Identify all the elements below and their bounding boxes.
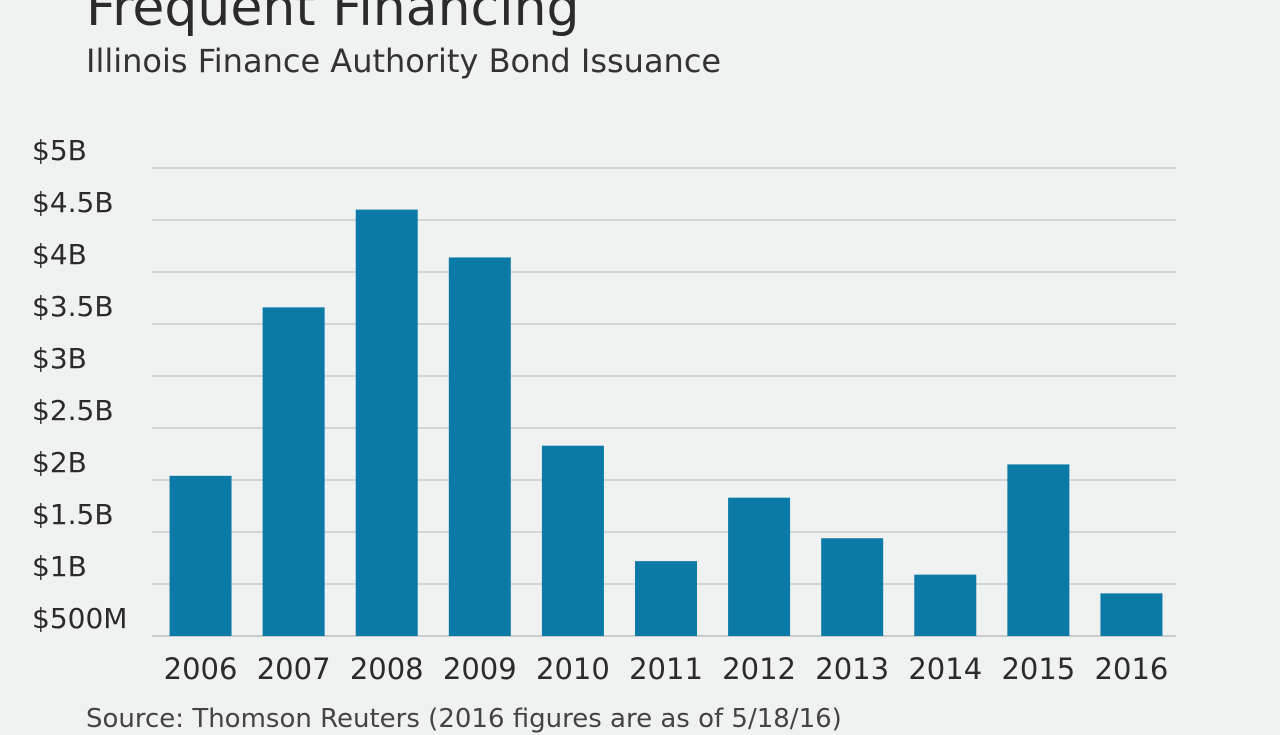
- x-tick-label: 2007: [257, 652, 331, 686]
- bar-2015: [1007, 464, 1070, 636]
- x-tick-label: 2009: [443, 652, 517, 686]
- chart-subtitle: Illinois Finance Authority Bond Issuance: [86, 42, 722, 80]
- x-axis-ticks: 2006 2007 2008 2009 2010 2011 2012 2013 2014 2015…: [164, 652, 1169, 686]
- x-tick-label: 2013: [815, 652, 889, 686]
- y-tick-label: $1B: [32, 550, 87, 583]
- y-tick-label: $3B: [32, 342, 87, 375]
- bar-2014: [914, 574, 977, 636]
- chart-title: Frequent Financing: [86, 0, 580, 38]
- y-tick-label: $1.5B: [32, 498, 114, 531]
- bar-chart: $500M $1B $1.5B $2B $2.5B $3B $3.5B $4B $4.5B $5B…: [32, 134, 1176, 686]
- y-tick-label: $2B: [32, 446, 87, 479]
- y-tick-label: $4B: [32, 238, 87, 271]
- chart-source: Source: Thomson Reuters (2016 figures ar…: [86, 704, 842, 734]
- bars: [169, 209, 1163, 636]
- bar-2010: [541, 445, 604, 636]
- y-tick-label: $4.5B: [32, 186, 114, 219]
- bar-2011: [635, 561, 697, 636]
- y-tick-label: $2.5B: [32, 394, 114, 427]
- bar-2016: [1100, 593, 1163, 636]
- bar-2012: [728, 497, 791, 636]
- x-tick-label: 2012: [722, 652, 796, 686]
- y-tick-label: $500M: [32, 602, 127, 635]
- bar-2007: [262, 307, 325, 636]
- y-tick-label: $3.5B: [32, 290, 114, 323]
- bar-2006: [169, 475, 232, 636]
- y-tick-label: $5B: [32, 134, 87, 167]
- x-tick-label: 2016: [1095, 652, 1169, 686]
- bar-2008: [355, 209, 418, 636]
- x-tick-label: 2015: [1001, 652, 1075, 686]
- x-tick-label: 2008: [350, 652, 424, 686]
- bar-2013: [821, 538, 884, 636]
- x-tick-label: 2010: [536, 652, 610, 686]
- x-tick-label: 2014: [908, 652, 982, 686]
- y-axis-ticks: $500M $1B $1.5B $2B $2.5B $3B $3.5B $4B $4.5B $5B: [32, 134, 127, 635]
- x-tick-label: 2011: [629, 652, 703, 686]
- x-tick-label: 2006: [164, 652, 238, 686]
- bar-2009: [448, 257, 511, 636]
